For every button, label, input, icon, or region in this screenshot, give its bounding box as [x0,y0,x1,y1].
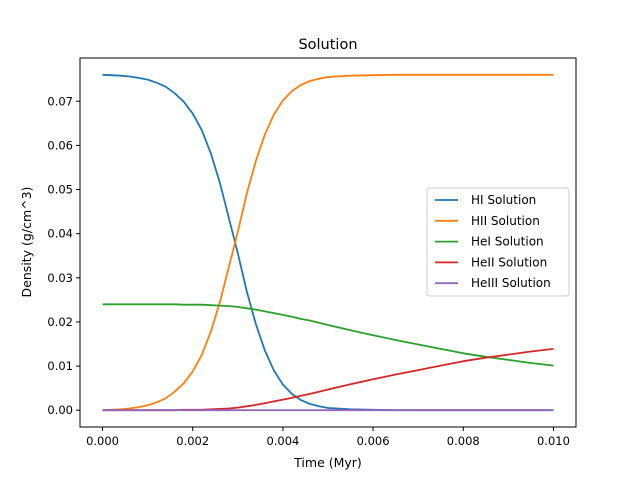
y-tick-label: 0.05 [47,183,73,197]
legend-label: HII Solution [471,214,540,228]
y-tick-label: 0.03 [47,271,73,285]
legend-label: HI Solution [471,193,536,207]
series-line [102,73,554,412]
legend: HI Solution HII Solution HeI Solution HeII … [426,187,570,297]
y-tick-label: 0.00 [47,403,73,417]
y-tick-label: 0.01 [47,359,73,373]
chart-title: Solution [298,37,357,53]
series-line [102,303,554,367]
x-tick-label: 0.004 [266,434,299,448]
legend-label: HeII Solution [471,255,547,269]
legend-frame [426,187,570,297]
legend-label: HeI Solution [471,235,544,249]
x-axis-label: Time (Myr) [293,455,362,470]
x-tick-label: 0.008 [447,434,480,448]
y-tick-label: 0.07 [47,94,73,108]
y-tick-label: 0.04 [47,227,73,241]
y-axis-label: Density (g/cm^3) [19,187,34,298]
y-tick-label: 0.06 [47,138,73,152]
x-tick-label: 0.010 [537,434,570,448]
plot-frame [79,57,577,428]
x-tick-label: 0.006 [357,434,390,448]
x-tick-label: 0.002 [176,434,209,448]
x-tick-label: 0.000 [86,434,119,448]
legend-label: HeIII Solution [471,276,551,290]
y-tick-label: 0.02 [47,315,73,329]
